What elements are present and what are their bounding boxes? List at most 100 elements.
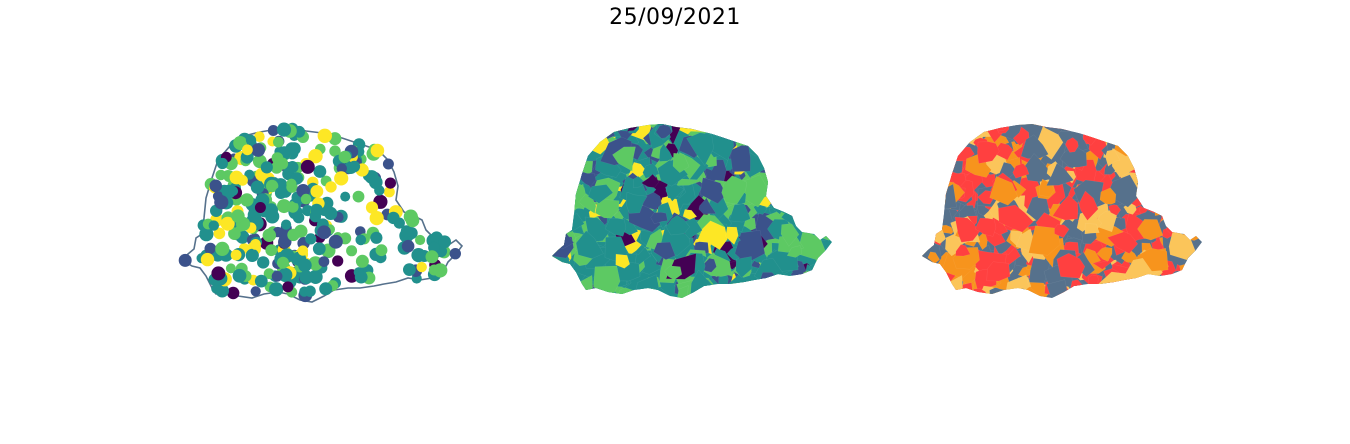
municipality-category — [929, 183, 957, 212]
municipality-region — [561, 177, 574, 194]
municipality-point — [334, 171, 349, 186]
municipality-point — [329, 145, 341, 157]
municipality-region — [552, 241, 558, 253]
municipality-category — [1165, 175, 1182, 193]
municipality-region — [798, 135, 821, 161]
municipality-point — [416, 261, 427, 273]
municipality-category — [1078, 190, 1099, 221]
municipality-category — [1168, 229, 1196, 261]
municipality-point — [231, 209, 245, 223]
municipality-point — [302, 205, 314, 217]
municipality-category — [1175, 164, 1202, 191]
municipality-point — [214, 195, 229, 210]
municipality-category — [922, 146, 945, 168]
municipality-category — [1145, 131, 1161, 145]
municipality-point — [317, 128, 332, 143]
municipality-region — [775, 131, 791, 145]
municipality-region — [773, 185, 794, 207]
figure-title: 25/09/2021 — [609, 5, 741, 30]
municipality-category — [998, 204, 1034, 233]
municipality-point — [433, 263, 448, 278]
point-map-panel — [178, 122, 463, 303]
municipality-category — [1136, 177, 1162, 201]
municipality-point — [369, 175, 383, 190]
municipality-region — [672, 152, 690, 174]
municipality-point — [276, 157, 289, 170]
municipality-point — [262, 228, 276, 242]
municipality-point — [370, 143, 385, 158]
municipality-category — [1168, 271, 1194, 294]
municipality-region — [686, 132, 714, 166]
municipality-point — [274, 187, 287, 199]
municipality-category — [954, 216, 980, 243]
municipality-category — [922, 125, 949, 159]
municipality-region — [552, 217, 559, 244]
municipality-region — [796, 184, 812, 202]
municipality-category — [1179, 192, 1202, 223]
municipality-region — [818, 215, 832, 231]
municipality-region — [626, 191, 648, 214]
municipality-point — [265, 244, 278, 257]
municipality-region — [797, 124, 825, 145]
municipality-region — [815, 178, 832, 206]
municipality-region — [768, 158, 788, 181]
municipality-category — [989, 176, 1018, 206]
municipality-region — [552, 269, 569, 294]
municipality-category — [1056, 252, 1086, 279]
municipality-region — [796, 124, 820, 133]
municipality-category — [1167, 146, 1186, 160]
municipality-region — [632, 175, 644, 189]
municipality-point — [211, 266, 226, 281]
municipality-region — [820, 194, 832, 225]
municipality-point — [276, 122, 292, 137]
municipality-category — [1065, 137, 1079, 153]
municipality-category — [1086, 124, 1099, 129]
municipality-point — [232, 268, 247, 283]
municipality-region — [758, 276, 784, 298]
municipality-region — [798, 289, 824, 298]
municipality-category — [1108, 204, 1122, 216]
municipality-category — [1167, 180, 1193, 202]
municipality-category — [1171, 270, 1186, 284]
municipality-region — [692, 289, 712, 298]
municipality-category — [922, 234, 928, 253]
municipality-region — [800, 288, 813, 298]
municipality-category — [931, 177, 944, 194]
municipality-point — [425, 250, 439, 264]
municipality-region — [797, 181, 821, 202]
municipality-category — [1140, 124, 1157, 131]
municipality-point — [287, 201, 299, 213]
municipality-category — [1153, 287, 1172, 298]
municipality-point — [297, 245, 309, 256]
municipality-point — [228, 227, 241, 240]
municipality-category — [922, 149, 938, 166]
municipality-point — [312, 242, 326, 256]
municipality-region — [732, 125, 747, 140]
municipality-region — [767, 277, 789, 297]
municipality-category — [1137, 277, 1159, 297]
municipality-point — [282, 281, 294, 293]
municipality-point — [213, 227, 226, 240]
municipality-category — [1164, 124, 1179, 130]
municipality-point — [251, 143, 265, 157]
municipality-region — [766, 132, 784, 153]
municipality-category — [1012, 126, 1030, 146]
municipality-point — [245, 248, 259, 262]
municipality-category — [1178, 179, 1202, 212]
municipality-region — [768, 186, 790, 207]
municipality-category — [1180, 124, 1200, 139]
municipality-region — [717, 289, 735, 298]
municipality-region — [559, 152, 583, 179]
municipality-category — [922, 202, 934, 223]
municipality-region — [580, 290, 598, 298]
municipality-region — [552, 124, 561, 144]
municipality-category — [1054, 224, 1070, 238]
municipality-region — [822, 146, 832, 161]
municipality-category — [1146, 124, 1166, 144]
municipality-point — [313, 165, 327, 178]
municipality-region — [723, 124, 740, 142]
municipality-region — [600, 124, 616, 140]
municipality-region — [777, 283, 793, 298]
municipality-category — [1152, 124, 1168, 133]
